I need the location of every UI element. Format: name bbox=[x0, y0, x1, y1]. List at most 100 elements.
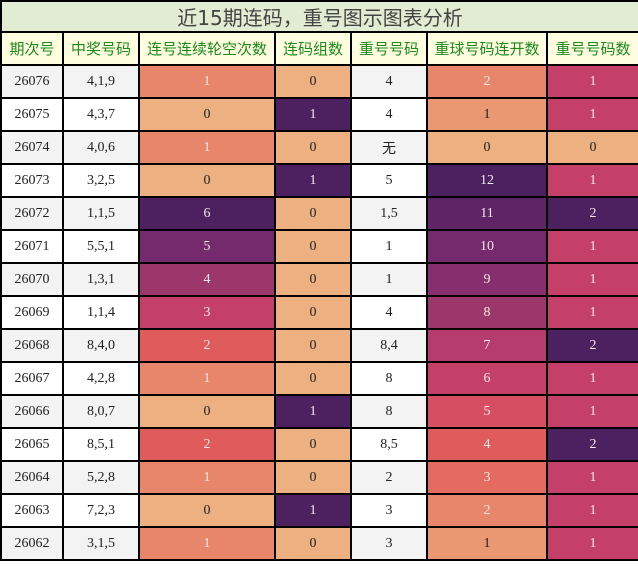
numbers-cell: 1,1,4 bbox=[62, 295, 140, 330]
count-cell: 1 bbox=[545, 394, 638, 429]
repeat-cell: 8,5 bbox=[350, 427, 428, 462]
repeat-cell: 8 bbox=[350, 361, 428, 396]
count-cell: 1 bbox=[545, 229, 638, 264]
gap-cell: 0 bbox=[138, 493, 276, 528]
gap-cell: 2 bbox=[138, 427, 276, 462]
table-row: 26064 5,2,8 1 0 2 3 1 bbox=[0, 460, 638, 495]
table-title: 近15期连码，重号图示图表分析 bbox=[0, 0, 638, 33]
numbers-cell: 4,1,9 bbox=[62, 64, 140, 99]
count-cell: 2 bbox=[545, 427, 638, 462]
issue-cell: 26073 bbox=[0, 163, 64, 198]
groups-cell: 1 bbox=[274, 493, 352, 528]
issue-cell: 26076 bbox=[0, 64, 64, 99]
header-groups: 连码组数 bbox=[274, 31, 352, 66]
numbers-cell: 5,2,8 bbox=[62, 460, 140, 495]
gap-cell: 1 bbox=[138, 130, 276, 165]
numbers-cell: 8,5,1 bbox=[62, 427, 140, 462]
streak-cell: 12 bbox=[426, 163, 548, 198]
repeat-cell: 无 bbox=[350, 130, 428, 165]
count-cell: 2 bbox=[545, 328, 638, 363]
streak-cell: 1 bbox=[426, 526, 548, 561]
table-row: 26074 4,0,6 1 0 无 0 0 bbox=[0, 130, 638, 165]
count-cell: 2 bbox=[545, 196, 638, 231]
repeat-cell: 1,5 bbox=[350, 196, 428, 231]
table-row: 26062 3,1,5 1 0 3 1 1 bbox=[0, 526, 638, 561]
header-numbers: 中奖号码 bbox=[62, 31, 140, 66]
streak-cell: 6 bbox=[426, 361, 548, 396]
gap-cell: 3 bbox=[138, 295, 276, 330]
numbers-cell: 4,2,8 bbox=[62, 361, 140, 396]
numbers-cell: 8,0,7 bbox=[62, 394, 140, 429]
groups-cell: 0 bbox=[274, 460, 352, 495]
gap-cell: 0 bbox=[138, 97, 276, 132]
repeat-cell: 5 bbox=[350, 163, 428, 198]
groups-cell: 0 bbox=[274, 64, 352, 99]
numbers-cell: 8,4,0 bbox=[62, 328, 140, 363]
streak-cell: 2 bbox=[426, 64, 548, 99]
gap-cell: 0 bbox=[138, 394, 276, 429]
count-cell: 1 bbox=[545, 163, 638, 198]
count-cell: 1 bbox=[545, 493, 638, 528]
streak-cell: 3 bbox=[426, 460, 548, 495]
table-row: 26066 8,0,7 0 1 8 5 1 bbox=[0, 394, 638, 429]
count-cell: 1 bbox=[545, 262, 638, 297]
repeat-cell: 4 bbox=[350, 295, 428, 330]
table-row: 26073 3,2,5 0 1 5 12 1 bbox=[0, 163, 638, 198]
streak-cell: 5 bbox=[426, 394, 548, 429]
repeat-cell: 2 bbox=[350, 460, 428, 495]
issue-cell: 26071 bbox=[0, 229, 64, 264]
groups-cell: 1 bbox=[274, 163, 352, 198]
count-cell: 1 bbox=[545, 361, 638, 396]
table-row: 26063 7,2,3 0 1 3 2 1 bbox=[0, 493, 638, 528]
groups-cell: 0 bbox=[274, 229, 352, 264]
table-row: 26067 4,2,8 1 0 8 6 1 bbox=[0, 361, 638, 396]
issue-cell: 26062 bbox=[0, 526, 64, 561]
issue-cell: 26068 bbox=[0, 328, 64, 363]
streak-cell: 11 bbox=[426, 196, 548, 231]
gap-cell: 1 bbox=[138, 361, 276, 396]
count-cell: 1 bbox=[545, 295, 638, 330]
groups-cell: 0 bbox=[274, 526, 352, 561]
gap-cell: 1 bbox=[138, 64, 276, 99]
repeat-cell: 1 bbox=[350, 229, 428, 264]
numbers-cell: 1,1,5 bbox=[62, 196, 140, 231]
gap-cell: 6 bbox=[138, 196, 276, 231]
repeat-cell: 3 bbox=[350, 526, 428, 561]
gap-cell: 4 bbox=[138, 262, 276, 297]
gap-cell: 1 bbox=[138, 460, 276, 495]
count-cell: 1 bbox=[545, 526, 638, 561]
streak-cell: 2 bbox=[426, 493, 548, 528]
issue-cell: 26072 bbox=[0, 196, 64, 231]
streak-cell: 4 bbox=[426, 427, 548, 462]
issue-cell: 26063 bbox=[0, 493, 64, 528]
issue-cell: 26067 bbox=[0, 361, 64, 396]
streak-cell: 0 bbox=[426, 130, 548, 165]
repeat-cell: 8 bbox=[350, 394, 428, 429]
issue-cell: 26075 bbox=[0, 97, 64, 132]
table-row: 26076 4,1,9 1 0 4 2 1 bbox=[0, 64, 638, 99]
groups-cell: 0 bbox=[274, 328, 352, 363]
header-count: 重号号码数 bbox=[545, 31, 638, 66]
repeat-cell: 4 bbox=[350, 64, 428, 99]
repeat-cell: 3 bbox=[350, 493, 428, 528]
streak-cell: 7 bbox=[426, 328, 548, 363]
groups-cell: 0 bbox=[274, 295, 352, 330]
streak-cell: 1 bbox=[426, 97, 548, 132]
groups-cell: 1 bbox=[274, 394, 352, 429]
repeat-cell: 4 bbox=[350, 97, 428, 132]
table-row: 26065 8,5,1 2 0 8,5 4 2 bbox=[0, 427, 638, 462]
table-row: 26068 8,4,0 2 0 8,4 7 2 bbox=[0, 328, 638, 363]
issue-cell: 26074 bbox=[0, 130, 64, 165]
count-cell: 1 bbox=[545, 460, 638, 495]
gap-cell: 1 bbox=[138, 526, 276, 561]
groups-cell: 0 bbox=[274, 262, 352, 297]
issue-cell: 26065 bbox=[0, 427, 64, 462]
numbers-cell: 5,5,1 bbox=[62, 229, 140, 264]
issue-cell: 26070 bbox=[0, 262, 64, 297]
numbers-cell: 4,0,6 bbox=[62, 130, 140, 165]
groups-cell: 1 bbox=[274, 97, 352, 132]
streak-cell: 9 bbox=[426, 262, 548, 297]
header-row: 期次号 中奖号码 连号连续轮空次数 连码组数 重号号码 重球号码连开数 重号号码… bbox=[0, 31, 638, 66]
numbers-cell: 7,2,3 bbox=[62, 493, 140, 528]
